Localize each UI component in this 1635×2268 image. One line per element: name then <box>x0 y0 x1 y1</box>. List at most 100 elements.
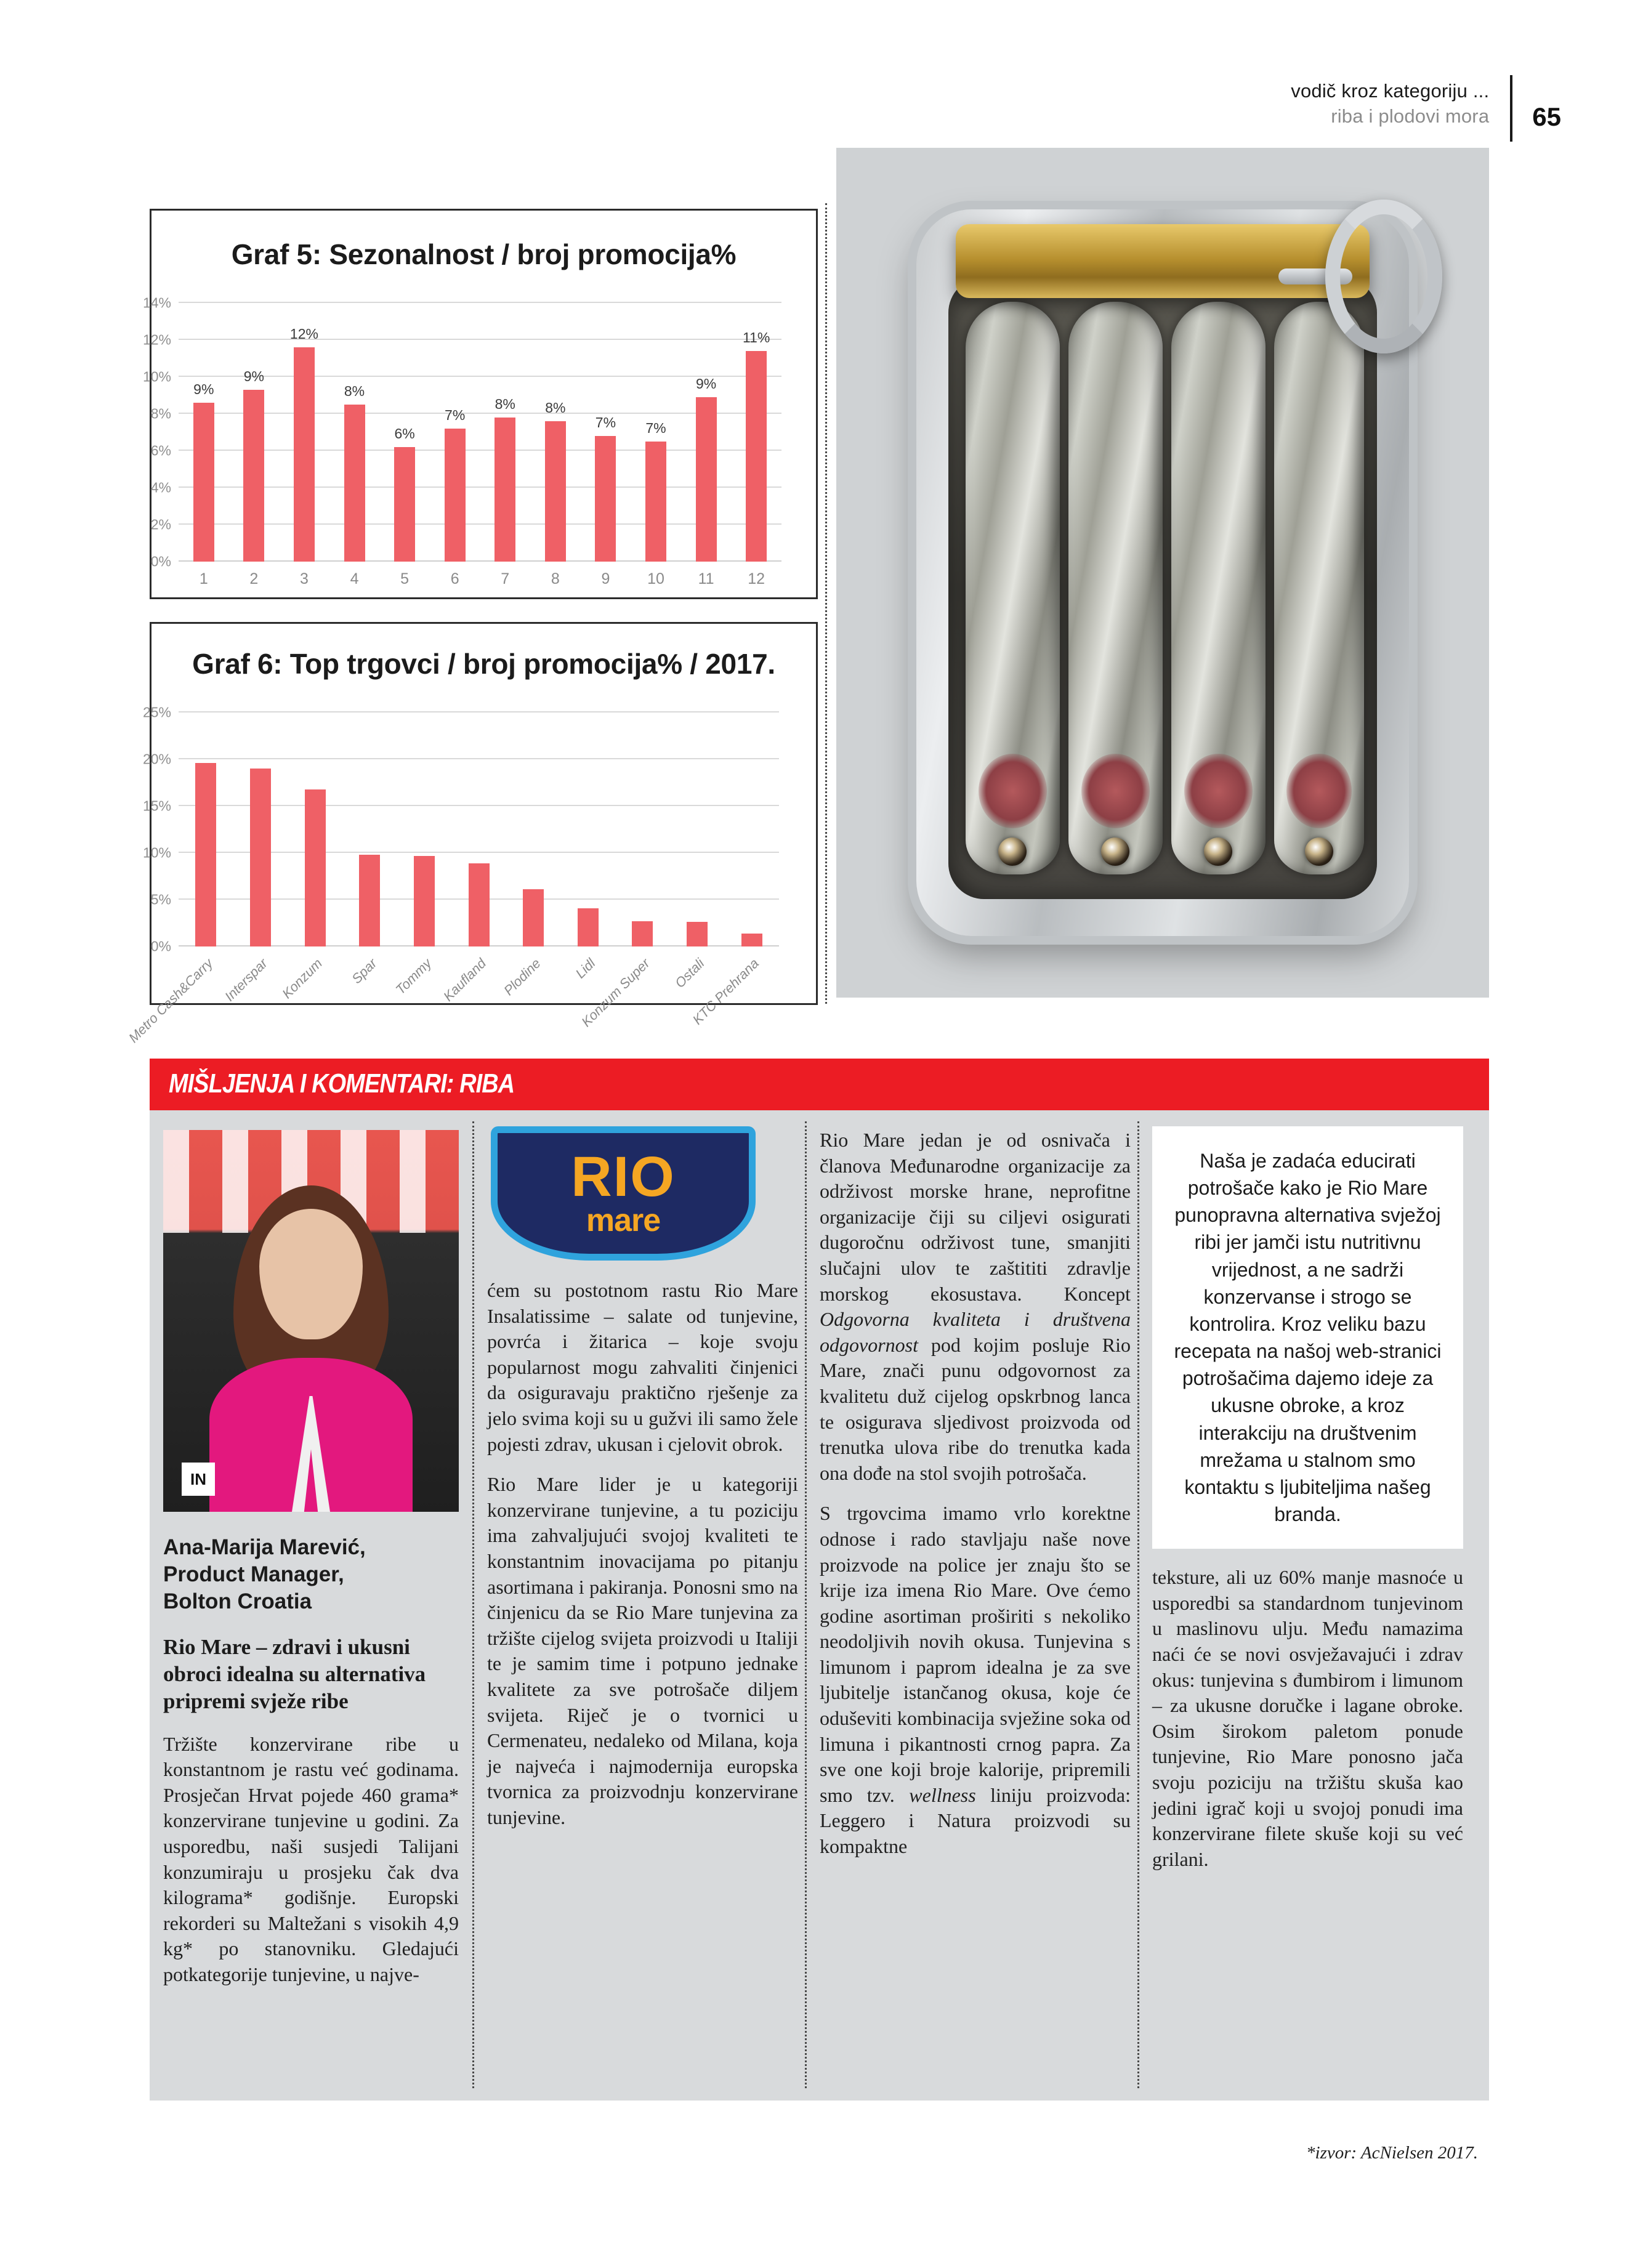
bar-value-label: 8% <box>495 396 515 412</box>
chart-card-graf6: Graf 6: Top trgovci / broj promocija% / … <box>126 622 818 1046</box>
article-column-2: RIO mare ćem su postotnom rastu Rio Mare… <box>487 1110 813 1845</box>
bar <box>195 763 217 946</box>
y-axis-tick-label: 5% <box>150 891 171 908</box>
running-head-divider <box>1510 75 1513 142</box>
article-column-4: Naša je zadaća educirati potrošače kako … <box>1152 1110 1482 1887</box>
bar <box>695 397 717 562</box>
bar <box>495 418 516 562</box>
x-axis-tick-text: Metro Cash&Carry <box>126 955 216 1046</box>
logo-word-mare: mare <box>586 1203 661 1239</box>
bar-slot: 9% <box>179 303 229 562</box>
x-axis-tick-text: Plodine <box>500 955 544 999</box>
y-axis-tick-label: 2% <box>150 516 171 533</box>
bar <box>595 436 616 562</box>
bar-slot: 12% <box>279 303 329 562</box>
paragraph: S trgovcima imamo vrlo korektne odnose i… <box>820 1501 1131 1859</box>
running-head-line2: riba i plodovi mora <box>1331 105 1490 127</box>
bar-slot <box>506 712 561 946</box>
chart5-plot-area: 0% 2% 4% 6% 8% 10% 12% 14% 9% 9% 12% 8% 6% 7% 8% 8% 7% 7%… <box>143 295 781 587</box>
bar-slot <box>179 712 233 946</box>
paragraph-text: liniju proizvoda: Leggero i Natura proiz… <box>820 1783 1131 1858</box>
gridline <box>179 711 779 712</box>
bar <box>193 403 214 562</box>
author-portrait: IN <box>163 1130 459 1512</box>
x-axis-tick-label: 10 <box>647 570 664 587</box>
bar-series: 9% 9% 12% 8% 6% 7% 8% 8% 7% 7% 9% 11% <box>179 303 781 562</box>
y-axis-tick-label: 14% <box>142 294 171 311</box>
chart-card-graf5: Graf 5: Sezonalnost / broj promocija% 0%… <box>143 209 818 599</box>
y-axis-tick-label: 15% <box>142 797 171 814</box>
gridline <box>179 450 781 451</box>
x-axis-tick-label: 11 <box>698 570 714 587</box>
bar <box>741 933 762 946</box>
column-separator-charts <box>825 203 827 1004</box>
fish-eye-icon <box>1101 837 1130 866</box>
y-axis-tick-label: 10% <box>142 844 171 861</box>
x-axis-tick-label: 3 <box>299 570 309 587</box>
running-head-text: vodič kroz kategoriju ... riba i plodovi… <box>1291 79 1510 129</box>
x-axis-tick-text: Lidl <box>572 955 599 982</box>
gridline <box>179 413 781 414</box>
x-axis-tick-label: Kaufland <box>440 953 506 1004</box>
gridline <box>179 805 779 806</box>
article-area: IN Ana-Marija Marević, Product Manager, Bo… <box>150 1110 1489 2101</box>
author-byline: Ana-Marija Marević, Product Manager, Bolto… <box>163 1535 366 1614</box>
bar <box>293 347 315 562</box>
bar-slot: 8% <box>530 303 581 562</box>
gridline <box>179 339 781 340</box>
column-separator-3 <box>1137 1121 1139 2088</box>
bar <box>243 390 265 562</box>
paragraph: Rio Mare lider je u kategoriji konzervir… <box>487 1473 798 1828</box>
article-column-3: Rio Mare jedan je od osnivača i članova … <box>820 1110 1146 1875</box>
bar-value-label: 9% <box>193 381 214 397</box>
bar-series <box>179 712 779 946</box>
bar-value-label: 9% <box>695 376 717 392</box>
bar <box>344 405 365 562</box>
x-axis-tick-text: Spar <box>348 955 380 987</box>
running-head: vodič kroz kategoriju ... riba i plodovi… <box>0 75 1635 142</box>
bar-value-label: 7% <box>595 414 616 430</box>
bar <box>304 789 326 946</box>
x-axis-tick-label: Konzum Super <box>578 953 670 1030</box>
pull-quote-box: Naša je zadaća educirati potrošače kako … <box>1152 1126 1463 1549</box>
bar-slot <box>670 712 725 946</box>
bar-value-label: 12% <box>289 326 318 342</box>
bar-slot: 8% <box>480 303 530 562</box>
bar-slot <box>397 712 452 946</box>
bar-slot: 7% <box>631 303 681 562</box>
bar-value-label: 11% <box>742 329 770 345</box>
x-axis-tick-label: Tommy <box>392 953 452 998</box>
x-axis-tick-label: Spar <box>342 953 397 987</box>
paragraph-text: S trgovcima imamo vrlo korektne odnose i… <box>820 1502 1131 1806</box>
section-banner: MIŠLJENJA I KOMENTARI: RIBA <box>150 1059 1489 1110</box>
paragraph-text: pod kojim posluje Rio Mare, znači punu o… <box>820 1333 1131 1484</box>
bar <box>468 863 490 946</box>
x-axis-tick-label: KTC Prehrana <box>690 953 779 1028</box>
portrait-logo-badge: IN <box>182 1463 215 1496</box>
gridline <box>179 376 781 377</box>
bar <box>645 442 666 562</box>
gridline <box>179 523 781 525</box>
sardine-can-photo <box>836 148 1489 998</box>
y-axis-tick-label: 8% <box>150 405 171 422</box>
running-head-line1: vodič kroz kategoriju ... <box>1291 80 1490 102</box>
x-axis-tick-label: 2 <box>249 570 259 587</box>
gridline <box>179 302 781 303</box>
x-axis-labels: Metro Cash&Carry Interspar Konzum Spar Tommy… <box>126 953 779 1046</box>
x-axis-labels: 1 2 3 4 5 6 7 8 9 10 11 12 <box>179 570 781 588</box>
y-axis-tick-label: 25% <box>142 704 171 720</box>
y-axis-tick-label: 0% <box>150 938 171 954</box>
bar <box>632 921 653 946</box>
y-axis-tick-label: 10% <box>142 368 171 385</box>
pull-quote-text: Naša je zadaća educirati potrošače kako … <box>1174 1150 1442 1526</box>
bar-value-label: 8% <box>545 400 566 416</box>
x-axis-tick-label: 5 <box>400 570 410 587</box>
y-axis-tick-label: 12% <box>142 331 171 348</box>
x-axis-tick-text: Ostali <box>671 955 708 991</box>
fish-eye-icon <box>998 837 1027 866</box>
x-axis-tick-label: 4 <box>350 570 359 587</box>
column-separator-2 <box>805 1121 807 2088</box>
rio-mare-logo: RIO mare <box>491 1126 756 1261</box>
bar-value-label: 7% <box>445 407 466 424</box>
article-lede: Rio Mare – zdravi i ukusni obroci idealn… <box>163 1635 426 1714</box>
